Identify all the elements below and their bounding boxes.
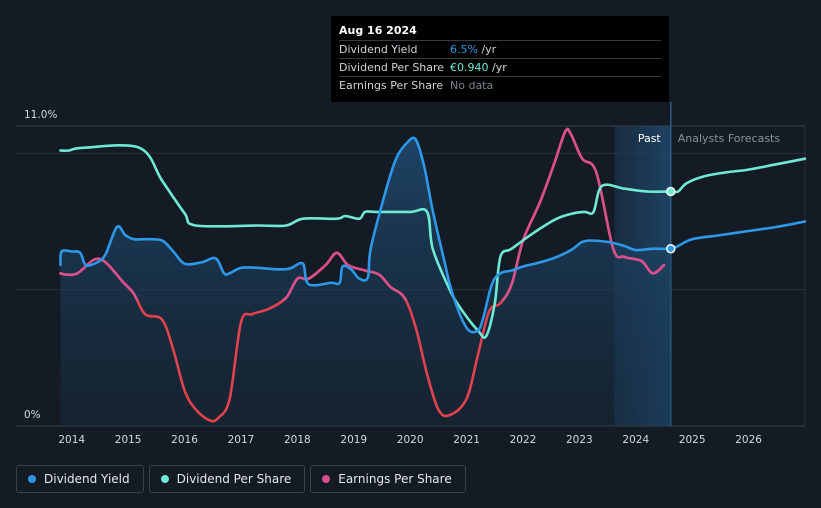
x-tick-label: 2015 [115,434,142,446]
y-axis-top-label: 11.0% [24,109,57,121]
earnings-per-share-line [59,127,666,301]
dividend-per-share-marker [666,186,676,197]
legend-label: Earnings Per Share [338,472,452,486]
tooltip-row-earnings-per-share: Earnings Per Share No data [339,76,661,94]
x-tick-label: 2019 [340,434,367,446]
legend-item-dividend-per-share[interactable]: Dividend Per Share [148,465,306,493]
dividend-yield-area [60,137,671,426]
x-tick-label: 2017 [228,434,255,446]
tooltip-row-dividend-per-share: Dividend Per Share €0.940 /yr [339,58,661,76]
x-tick-label: 2024 [622,434,649,446]
x-tick-label: 2022 [510,434,537,446]
chart-legend: Dividend Yield Dividend Per Share Earnin… [16,465,466,493]
x-tick-label: 2016 [171,434,198,446]
tooltip-label: Earnings Per Share [339,79,444,92]
legend-item-earnings-per-share[interactable]: Earnings Per Share [310,465,466,493]
hover-tooltip: Aug 16 2024 Dividend Yield 6.5% /yr Divi… [331,16,669,102]
legend-item-dividend-yield[interactable]: Dividend Yield [16,465,144,493]
legend-label: Dividend Yield [44,472,130,486]
x-tick-label: 2026 [735,434,762,446]
tooltip-value: No data [450,79,494,92]
legend-dot-icon [322,475,331,483]
x-tick-label: 2021 [453,434,480,446]
dividend-yield-fill [60,137,671,426]
series-markers [666,186,676,254]
tooltip-value: 6.5% [450,43,478,56]
tooltip-value: €0.940 [450,61,489,74]
past-region-label: Past [638,132,662,145]
tooltip-label: Dividend Yield [339,43,418,56]
x-tick-label: 2025 [679,434,706,446]
x-tick-label: 2020 [397,434,424,446]
legend-dot-icon [28,475,36,483]
tooltip-row-dividend-yield: Dividend Yield 6.5% /yr [339,40,661,58]
tooltip-label: Dividend Per Share [339,61,445,74]
tooltip-date: Aug 16 2024 [339,24,417,37]
legend-dot-icon [160,475,169,483]
x-tick-label: 2018 [284,434,311,446]
tooltip-unit: /yr [477,43,497,56]
x-tick-label: 2014 [58,434,85,446]
legend-label: Dividend Per Share [176,472,292,486]
y-axis-bottom-label: 0% [24,409,41,421]
dividend-yield-marker [666,243,676,254]
dividend-yield-line [59,136,807,334]
tooltip-unit: /yr [488,61,507,74]
forecast-region-label: Analysts Forecasts [678,132,781,145]
x-tick-label: 2023 [566,434,593,446]
axis-labels: 11.0% 0% 2014 2015 2016 2017 2018 2019 2020 2021 2… [24,109,762,446]
